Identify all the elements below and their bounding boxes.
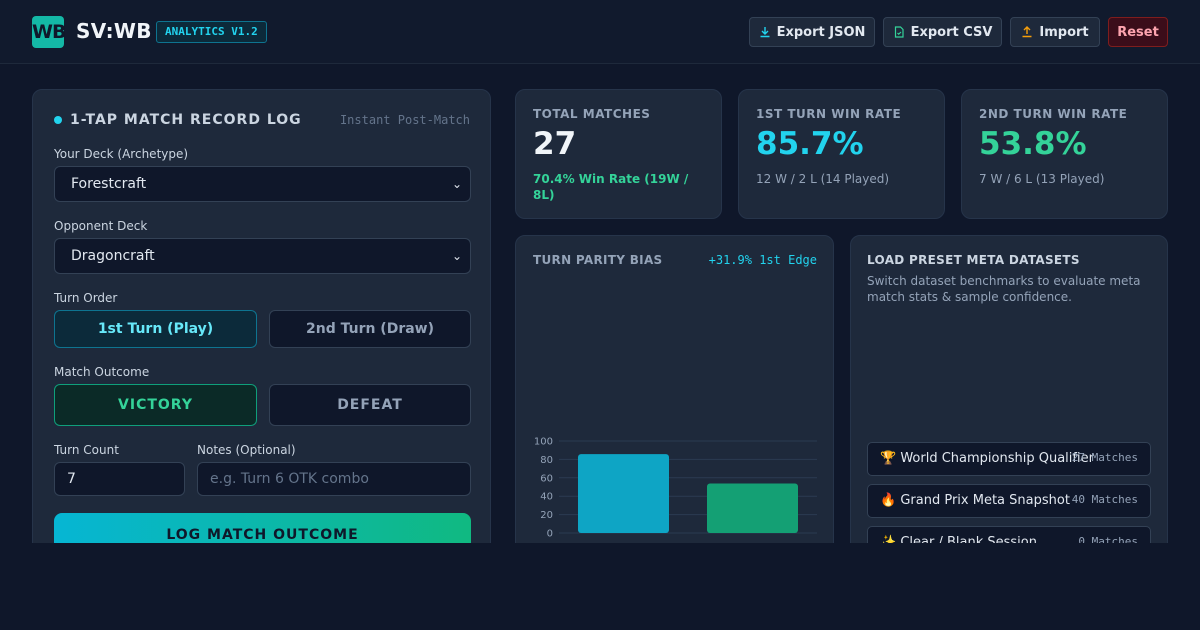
victory-toggle[interactable]: VICTORY bbox=[54, 384, 257, 426]
stat-subtext: 12 W / 2 L (14 Played) bbox=[756, 172, 890, 186]
stat-value: 27 bbox=[533, 126, 577, 162]
your-deck-value: Forestcraft bbox=[71, 176, 147, 192]
top-header: WB SV:WB ANALYTICS V1.2 Export JSON Expo… bbox=[0, 0, 1200, 64]
preset-count: 27 Matches bbox=[1071, 451, 1138, 464]
opponent-deck-label: Opponent Deck bbox=[54, 219, 148, 233]
opponent-deck-select[interactable]: Dragoncraft ⌄ bbox=[54, 238, 471, 274]
match-outcome-label: Match Outcome bbox=[54, 365, 150, 379]
turn-count-input[interactable]: 7 bbox=[54, 462, 185, 496]
download-icon bbox=[760, 27, 770, 38]
presets-description: Switch dataset benchmarks to evaluate me… bbox=[867, 274, 1141, 304]
export-json-label: Export JSON bbox=[776, 24, 866, 40]
bar-second-turn bbox=[707, 483, 798, 533]
parity-bar-chart: 0 20 40 60 80 100 bbox=[534, 437, 817, 540]
turn-count-label: Turn Count bbox=[54, 443, 119, 457]
turn-parity-chart-card: TURN PARITY BIAS +31.9% 1st Edge 0 20 40 60… bbox=[515, 235, 834, 565]
export-csv-label: Export CSV bbox=[910, 24, 993, 40]
second-turn-winrate-card: 2ND TURN WIN RATE 53.8% 7 W / 6 L (13 Pl… bbox=[961, 89, 1168, 219]
preset-item[interactable]: 🔥 Grand Prix Meta Snapshot 40 Matches bbox=[867, 484, 1151, 518]
y-tick-label: 100 bbox=[534, 437, 553, 448]
import-label: Import bbox=[1039, 24, 1089, 40]
your-deck-label: Your Deck (Archetype) bbox=[54, 147, 189, 161]
chevron-down-icon: ⌄ bbox=[451, 249, 462, 263]
export-json-button[interactable]: Export JSON bbox=[749, 17, 875, 47]
stat-label: 2ND TURN WIN RATE bbox=[979, 107, 1128, 121]
app-logo: WB bbox=[32, 16, 66, 48]
import-button[interactable]: Import bbox=[1010, 17, 1100, 47]
notes-input[interactable]: e.g. Turn 6 OTK combo bbox=[197, 462, 471, 496]
match-log-panel: 1-TAP MATCH RECORD LOG Instant Post-Matc… bbox=[32, 89, 491, 559]
stat-label: 1ST TURN WIN RATE bbox=[756, 107, 902, 121]
stat-subtext: 70.4% Win Rate (19W / 8L) bbox=[533, 172, 689, 202]
opponent-deck-value: Dragoncraft bbox=[71, 248, 155, 264]
log-panel-title-text: 1-TAP MATCH RECORD LOG bbox=[70, 112, 302, 128]
presets-title: LOAD PRESET META DATASETS bbox=[867, 253, 1080, 267]
upload-icon bbox=[1022, 26, 1032, 38]
chevron-down-icon: ⌄ bbox=[451, 177, 462, 191]
stat-value: 85.7% bbox=[756, 126, 864, 162]
turn-order-label: Turn Order bbox=[54, 291, 118, 305]
below-fold-area bbox=[0, 543, 1200, 630]
y-tick-label: 40 bbox=[540, 492, 553, 503]
export-csv-button[interactable]: Export CSV bbox=[883, 17, 1002, 47]
second-turn-toggle[interactable]: 2nd Turn (Draw) bbox=[269, 310, 471, 348]
log-panel-title: 1-TAP MATCH RECORD LOG bbox=[54, 112, 302, 128]
preset-name: World Championship Qualifier bbox=[900, 451, 1094, 466]
fire-icon: 🔥 bbox=[880, 493, 897, 508]
y-tick-label: 80 bbox=[540, 455, 553, 466]
y-tick-label: 0 bbox=[547, 529, 553, 540]
log-panel-subtitle: Instant Post-Match bbox=[339, 113, 470, 127]
notes-label: Notes (Optional) bbox=[197, 443, 296, 457]
y-tick-label: 20 bbox=[540, 510, 553, 521]
preset-item[interactable]: 🏆 World Championship Qualifier 27 Matche… bbox=[867, 442, 1151, 476]
parity-edge-badge: +31.9% 1st Edge bbox=[708, 253, 817, 267]
reset-button[interactable]: Reset bbox=[1108, 17, 1168, 47]
version-badge: ANALYTICS V1.2 bbox=[156, 21, 267, 43]
total-matches-card: TOTAL MATCHES 27 70.4% Win Rate (19W / 8… bbox=[515, 89, 722, 219]
preset-name: Grand Prix Meta Snapshot bbox=[900, 493, 1070, 508]
first-turn-winrate-card: 1ST TURN WIN RATE 85.7% 12 W / 2 L (14 P… bbox=[738, 89, 945, 219]
defeat-toggle[interactable]: DEFEAT bbox=[269, 384, 471, 426]
stat-label: TOTAL MATCHES bbox=[533, 107, 651, 121]
bar-first-turn bbox=[578, 454, 669, 533]
y-tick-label: 60 bbox=[540, 473, 553, 484]
status-dot-icon bbox=[54, 116, 62, 124]
stat-subtext: 7 W / 6 L (13 Played) bbox=[979, 172, 1105, 186]
preset-datasets-card: LOAD PRESET META DATASETS Switch dataset… bbox=[850, 235, 1168, 565]
parity-chart-title: TURN PARITY BIAS bbox=[533, 253, 663, 267]
preset-count: 40 Matches bbox=[1071, 493, 1138, 506]
file-icon bbox=[894, 26, 904, 38]
your-deck-select[interactable]: Forestcraft ⌄ bbox=[54, 166, 471, 202]
trophy-icon: 🏆 bbox=[880, 451, 897, 466]
first-turn-toggle[interactable]: 1st Turn (Play) bbox=[54, 310, 257, 348]
stat-value: 53.8% bbox=[979, 126, 1087, 162]
app-title: SV:WB bbox=[76, 19, 152, 43]
